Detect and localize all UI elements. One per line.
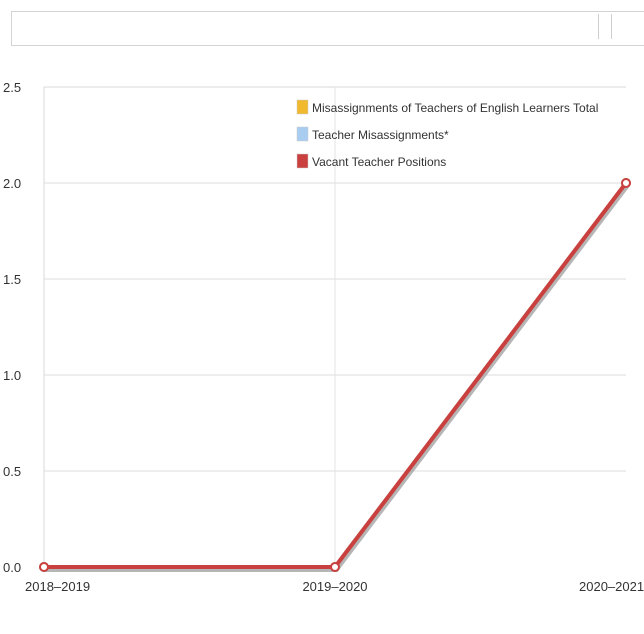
y-tick-label: 2.5	[3, 80, 21, 95]
legend-label: Misassignments of Teachers of English Le…	[312, 101, 598, 115]
legend-swatch	[296, 126, 309, 142]
legend-label: Teacher Misassignments*	[312, 128, 449, 142]
legend-swatch	[296, 153, 309, 169]
data-point	[39, 562, 49, 572]
data-point	[330, 562, 340, 572]
y-tick-label: 0.5	[3, 464, 21, 479]
x-tick-label: 2020–2021	[579, 579, 644, 594]
y-tick-label: 0.0	[3, 560, 21, 575]
chart-toolbar-panel	[11, 11, 644, 46]
y-tick-label: 1.5	[3, 272, 21, 287]
legend-label: Vacant Teacher Positions	[312, 155, 446, 169]
series-shadow	[45, 183, 630, 572]
toolbar-tab-button[interactable]	[598, 14, 612, 39]
series-shadow	[45, 183, 630, 572]
data-point	[621, 178, 631, 188]
legend-swatch	[296, 99, 309, 115]
y-tick-label: 2.0	[3, 176, 21, 191]
y-tick-label: 1.0	[3, 368, 21, 383]
x-tick-label: 2018–2019	[25, 579, 90, 594]
x-tick-label: 2019–2020	[302, 579, 367, 594]
series-shadow	[45, 183, 630, 572]
